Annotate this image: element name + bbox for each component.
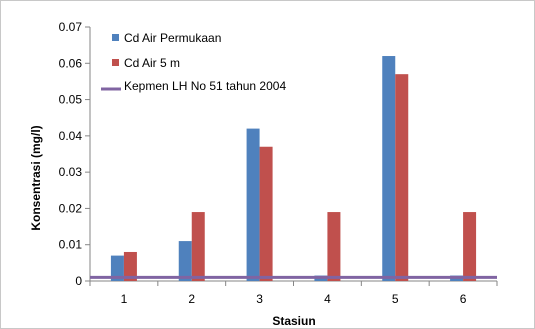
- y-tick-label: 0: [75, 274, 82, 288]
- y-tick-label: 0.06: [59, 56, 83, 70]
- bar-series2-cat2: [191, 212, 205, 281]
- bar-series2-cat4: [327, 212, 341, 281]
- legend-label-reference: Kepmen LH No 51 tahun 2004: [124, 79, 286, 93]
- x-tick-label: 3: [256, 292, 263, 306]
- x-tick-label: 1: [121, 292, 128, 306]
- legend-swatch-series2: [112, 59, 119, 66]
- bar-series2-cat3: [259, 146, 273, 281]
- bar-series1-cat3: [246, 128, 260, 281]
- y-tick-label: 0.05: [59, 93, 83, 107]
- bar-series1-cat5: [382, 56, 396, 282]
- y-tick-label: 0.02: [59, 201, 83, 215]
- bar-series2-cat6: [463, 212, 477, 281]
- bar-series1-cat2: [178, 241, 192, 281]
- x-tick-label: 4: [324, 292, 331, 306]
- bar-series2-cat1: [123, 251, 137, 281]
- legend-label-series2: Cd Air 5 m: [124, 56, 180, 70]
- x-tick-label: 5: [392, 292, 399, 306]
- x-tick-label: 6: [460, 292, 467, 306]
- x-tick-label: 2: [188, 292, 195, 306]
- legend-swatch-series1: [112, 34, 119, 41]
- bar-series2-cat5: [395, 74, 409, 282]
- y-tick-label: 0.04: [59, 129, 83, 143]
- legend-label-series1: Cd Air Permukaan: [124, 31, 221, 45]
- y-tick-label: 0.01: [59, 238, 83, 252]
- y-tick-label: 0.07: [59, 20, 83, 34]
- bar-series1-cat1: [110, 255, 124, 281]
- y-tick-label: 0.03: [59, 165, 83, 179]
- x-axis-title: Stasiun: [272, 314, 315, 328]
- y-axis-title: Konsentrasi (mg/l): [29, 125, 43, 230]
